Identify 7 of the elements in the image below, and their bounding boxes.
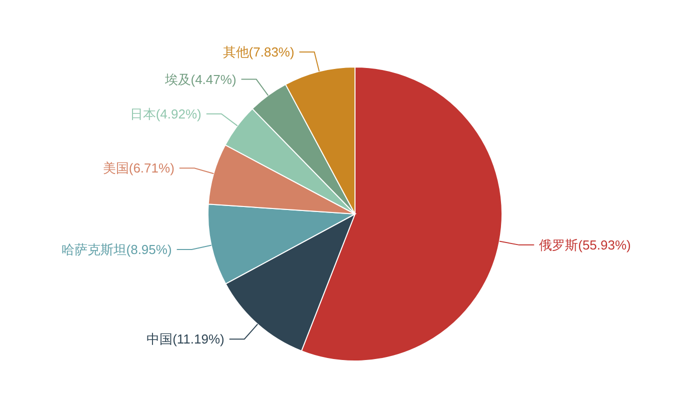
slice-label: 埃及(4.47%) [164,72,236,87]
slice-label: 日本(4.92%) [130,106,202,122]
slice-label: 俄罗斯(55.93%) [539,237,631,252]
slice-label: 美国(6.71%) [102,160,174,176]
slice-label: 中国(11.19%) [146,332,224,347]
slice-label: 其他(7.83%) [222,44,294,60]
slice-label: 哈萨克斯坦(8.95%) [61,242,172,257]
